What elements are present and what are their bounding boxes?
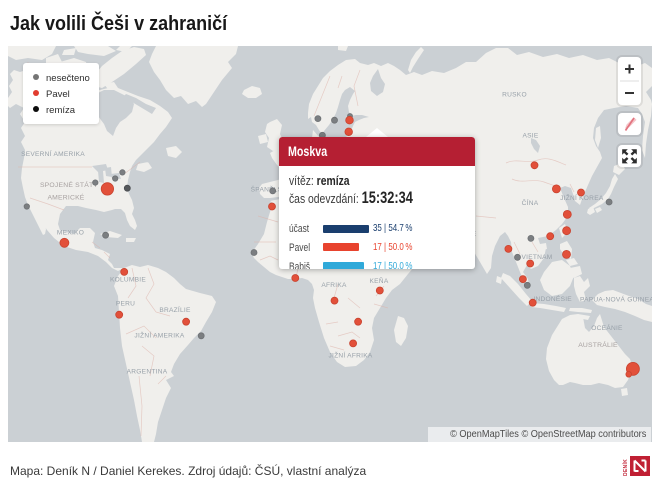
svg-text:KOLUMBIE: KOLUMBIE bbox=[110, 277, 146, 284]
svg-text:ASIE: ASIE bbox=[522, 132, 538, 139]
svg-text:AFRIKA: AFRIKA bbox=[321, 282, 347, 289]
svg-text:PERU: PERU bbox=[116, 301, 135, 308]
svg-text:SPOJENÉ STÁTY: SPOJENÉ STÁTY bbox=[40, 180, 98, 189]
svg-text:SEVERNÍ AMERIKA: SEVERNÍ AMERIKA bbox=[21, 149, 85, 158]
svg-text:OCEÁNIE: OCEÁNIE bbox=[591, 323, 623, 332]
svg-text:AMERICKÉ: AMERICKÉ bbox=[47, 193, 84, 202]
svg-text:JIŽNÍ AMERIKA: JIŽNÍ AMERIKA bbox=[134, 330, 184, 339]
svg-text:MEXIKO: MEXIKO bbox=[57, 230, 84, 237]
svg-text:BRAZÍLIE: BRAZÍLIE bbox=[159, 305, 191, 314]
svg-text:KEŇA: KEŇA bbox=[370, 276, 389, 285]
svg-text:JIŽNÍ AFRIKA: JIŽNÍ AFRIKA bbox=[328, 350, 372, 359]
svg-text:PAPUA-NOVÁ GUINEA: PAPUA-NOVÁ GUINEA bbox=[580, 295, 652, 304]
svg-text:INDONÉSIE: INDONÉSIE bbox=[533, 294, 572, 303]
svg-text:RUSKO: RUSKO bbox=[502, 92, 527, 99]
svg-text:ARGENTINA: ARGENTINA bbox=[127, 369, 168, 376]
svg-text:DENÍK: DENÍK bbox=[621, 459, 629, 476]
svg-text:VIETNAM: VIETNAM bbox=[521, 254, 552, 261]
svg-text:JIŽNÍ KOREA: JIŽNÍ KOREA bbox=[560, 193, 604, 202]
svg-text:AUSTRÁLIE: AUSTRÁLIE bbox=[578, 340, 618, 349]
svg-text:ČÍNA: ČÍNA bbox=[522, 198, 539, 207]
